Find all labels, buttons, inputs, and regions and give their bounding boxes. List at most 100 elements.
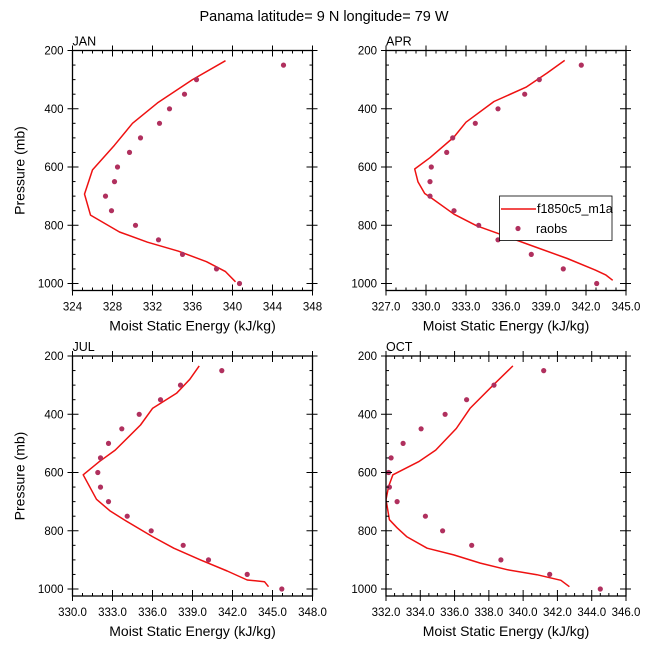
model-line-apr	[413, 59, 614, 281]
obs-point	[105, 440, 112, 446]
y-tick-label: 800	[358, 220, 377, 232]
y-tick-label: 1000	[351, 279, 377, 291]
obs-point	[177, 382, 184, 388]
x-tick-label: 342.0	[572, 302, 601, 314]
legend-label-model: f1850c5_m1a	[537, 202, 613, 216]
x-tick-label: 345.0	[258, 607, 287, 619]
plot-frame	[385, 49, 627, 292]
x-tick-label: 336	[183, 302, 202, 314]
x-axis-title: Moist Static Energy (kJ/kg)	[109, 623, 276, 639]
x-tick-label: 333.0	[452, 302, 481, 314]
model-line-oct	[386, 365, 570, 588]
obs-point	[400, 440, 406, 446]
plot-frame	[71, 49, 314, 292]
obs-point	[469, 542, 475, 548]
y-tick-label: 600	[358, 162, 377, 174]
obs-point	[522, 91, 528, 97]
obs-point	[119, 426, 125, 432]
obs-point	[126, 149, 133, 155]
obs-point	[440, 528, 446, 534]
obs-point	[528, 251, 534, 257]
x-tick-label: 338.0	[474, 607, 503, 619]
obs-point	[427, 179, 433, 185]
x-tick-label: 334.0	[406, 607, 435, 619]
obs-point	[155, 237, 162, 243]
obs-point	[205, 557, 212, 563]
x-tick-label: 339.0	[178, 607, 207, 619]
x-tick-label: 342.0	[543, 607, 572, 619]
obs-point	[388, 455, 394, 461]
panel-jul: JUL 330.0 333.0 336.0 339.0 342.0 345.0 348.0 20…	[12, 340, 327, 639]
x-tick-label: 324	[63, 302, 83, 314]
y-tick-label: 400	[358, 409, 377, 421]
x-tick-label: 336.0	[440, 607, 469, 619]
obs-point	[166, 106, 173, 112]
x-tick-label: 342.0	[218, 607, 247, 619]
x-tick-label: 336.0	[138, 607, 167, 619]
x-tick-label: 340.0	[509, 607, 538, 619]
x-tick-label: 327.0	[372, 302, 401, 314]
panel-jan: JAN 324 328 332 336 340 344 348 200 400 600 800 1000…	[12, 35, 323, 334]
x-tick-label: 330.0	[58, 607, 87, 619]
y-tick-label: 1000	[351, 584, 377, 596]
obs-point	[124, 513, 130, 519]
obs-point	[111, 179, 118, 185]
plot-frame	[71, 355, 314, 597]
panel-label: APR	[386, 35, 412, 49]
obs-point	[180, 542, 186, 548]
y-tick-label: 200	[44, 46, 63, 58]
y-tick-label: 800	[44, 526, 63, 538]
obs-point	[108, 208, 115, 214]
plot-frame	[385, 355, 627, 597]
obs-point	[444, 149, 450, 155]
y-tick-label: 400	[44, 104, 63, 116]
obs-point	[491, 382, 497, 388]
y-tick-label: 200	[358, 46, 377, 58]
y-tick-label: 1000	[38, 279, 64, 291]
obs-point	[386, 484, 392, 490]
obs-point	[541, 368, 547, 374]
obs-point	[451, 208, 457, 214]
x-tick-label: 333.0	[98, 607, 127, 619]
obs-point	[136, 411, 142, 417]
model-line-jul	[82, 365, 270, 588]
obs-point	[181, 91, 188, 97]
obs-point	[156, 120, 163, 126]
y-tick-label: 200	[358, 351, 377, 363]
panel-apr: APR 327.0 330.0 333.0 336.0 339.0 342.0 345.0 20…	[351, 35, 640, 334]
x-tick-label: 332.0	[372, 607, 401, 619]
panel-label: JUL	[73, 340, 95, 354]
obs-point	[97, 455, 104, 461]
x-tick-label: 328	[103, 302, 122, 314]
obs-point	[418, 426, 424, 432]
y-axis-title: Pressure (mb)	[12, 126, 28, 215]
x-tick-label: 345.0	[612, 302, 641, 314]
obs-point	[422, 513, 428, 519]
legend-label-obs: raobs	[536, 222, 567, 236]
x-tick-label: 332	[143, 302, 162, 314]
obs-point	[105, 499, 112, 505]
x-tick-label: 344	[263, 302, 283, 314]
y-tick-label: 1000	[38, 584, 64, 596]
obs-point	[578, 62, 584, 68]
x-tick-label: 348.0	[298, 607, 327, 619]
obs-point	[560, 266, 566, 272]
obs-point	[547, 571, 553, 578]
y-tick-label: 600	[44, 468, 63, 480]
y-tick-label: 400	[44, 409, 63, 421]
y-tick-label: 200	[44, 351, 63, 363]
obs-point	[476, 222, 482, 228]
x-tick-label: 339.0	[532, 302, 561, 314]
legend-box	[499, 195, 613, 241]
obs-point	[132, 222, 139, 228]
obs-point	[95, 469, 101, 476]
obs-point	[102, 193, 109, 199]
obs-point	[450, 135, 456, 141]
obs-point	[193, 77, 200, 83]
y-tick-label: 600	[44, 162, 63, 174]
obs-point	[280, 62, 287, 68]
obs-point	[594, 280, 600, 287]
obs-point	[597, 586, 603, 592]
panel-label: OCT	[386, 340, 413, 354]
